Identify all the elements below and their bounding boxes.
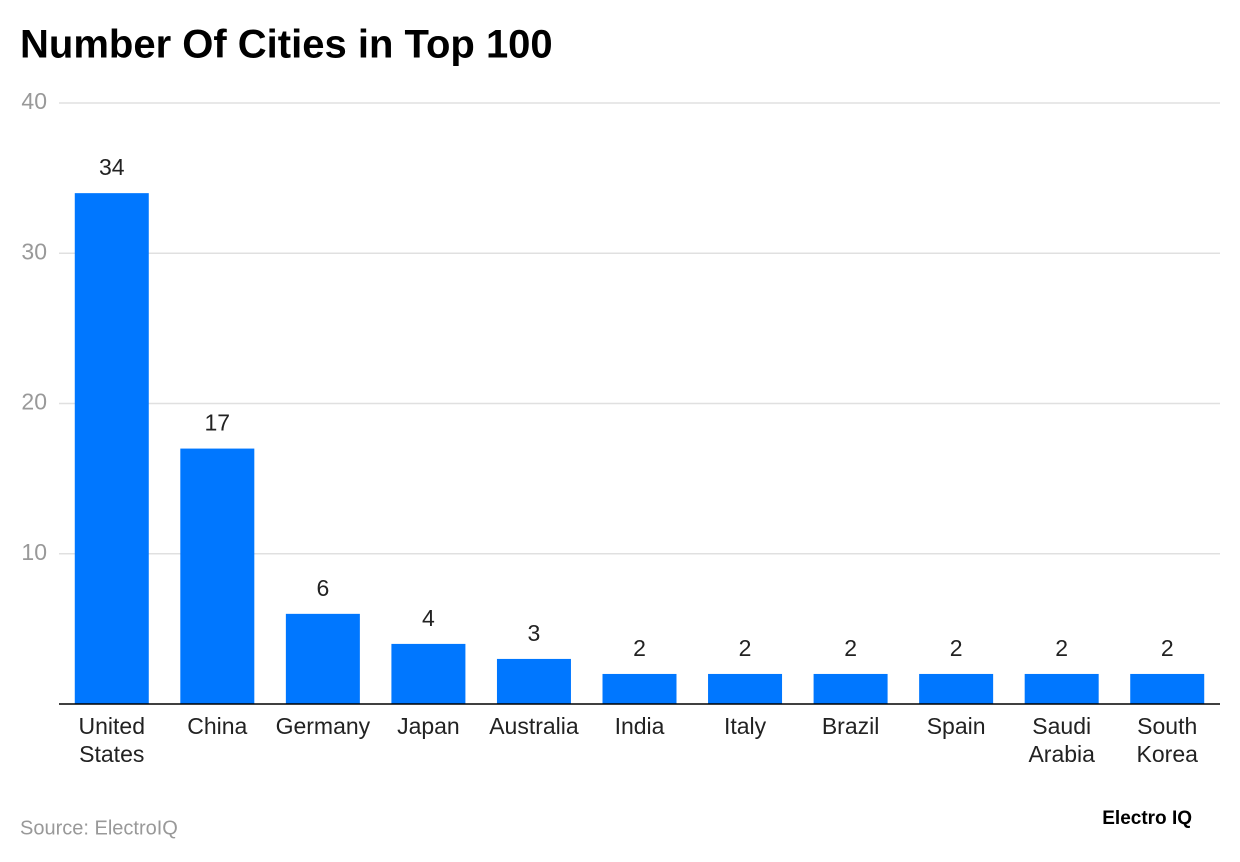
value-label: 3	[528, 620, 541, 646]
bar	[180, 448, 255, 704]
value-label: 2	[739, 635, 752, 661]
bar	[919, 673, 994, 704]
bar	[285, 613, 360, 704]
value-label: 6	[316, 575, 329, 601]
x-tick-label: China	[187, 713, 247, 739]
bar	[1130, 673, 1205, 704]
value-label: 2	[844, 635, 857, 661]
x-tick-label: United States	[79, 713, 145, 767]
value-label: 34	[99, 154, 125, 180]
y-tick-label: 10	[21, 539, 47, 565]
value-label: 2	[950, 635, 963, 661]
bar	[602, 673, 677, 704]
bar	[813, 673, 888, 704]
x-tick-label: Brazil	[822, 713, 880, 739]
value-label: 17	[205, 410, 231, 436]
x-tick-label: Australia	[489, 713, 579, 739]
value-label: 4	[422, 605, 435, 631]
value-label: 2	[1055, 635, 1068, 661]
value-label: 2	[633, 635, 646, 661]
bar	[496, 658, 571, 704]
y-tick-label: 20	[21, 389, 47, 415]
x-tick-label: Italy	[724, 713, 767, 739]
bar	[708, 673, 783, 704]
chart-title: Number Of Cities in Top 100	[20, 23, 553, 67]
brand: Electro IQ	[1102, 808, 1192, 829]
x-tick-label: India	[615, 713, 665, 739]
bar	[391, 643, 466, 704]
x-tick-label: South Korea	[1137, 713, 1199, 767]
y-tick-label: 30	[21, 238, 47, 264]
source: Source: ElectroIQ	[20, 817, 178, 839]
x-tick-label: Saudi Arabia	[1028, 713, 1095, 767]
value-label: 2	[1161, 635, 1174, 661]
x-tick-label: Germany	[276, 713, 371, 739]
bar	[1024, 673, 1099, 704]
x-tick-label: Japan	[397, 713, 460, 739]
x-tick-label: Spain	[927, 713, 986, 739]
y-tick-label: 40	[21, 88, 47, 114]
bar	[74, 193, 149, 704]
